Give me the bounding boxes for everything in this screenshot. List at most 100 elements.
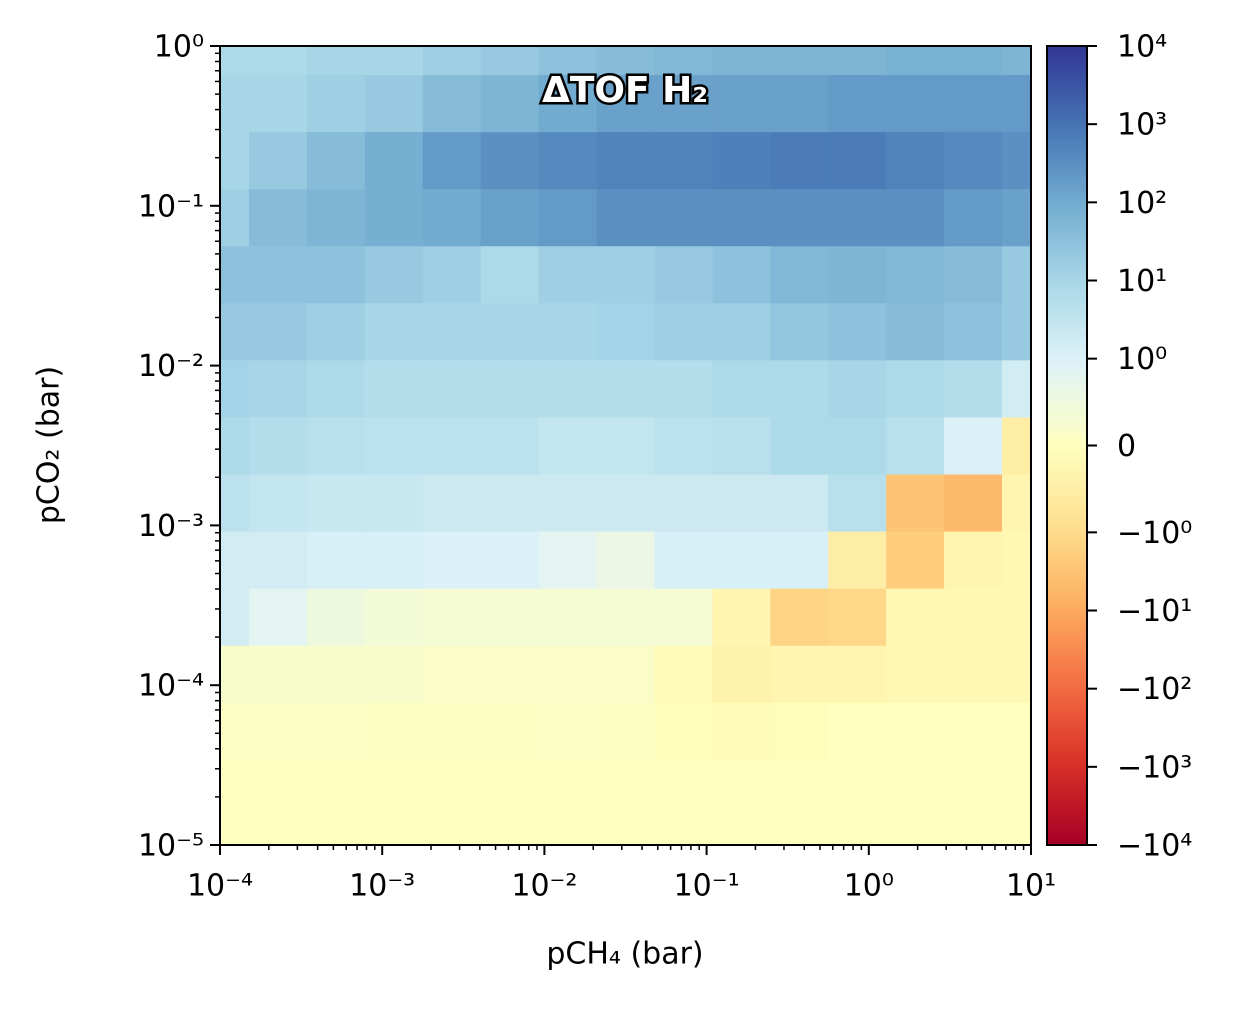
heatmap-cell <box>249 702 308 760</box>
colorbar-tick-label: −10³ <box>1117 750 1192 785</box>
colorbar: 10⁴ 10³ 10² 10¹ 10⁰ 0 −10⁰ −10¹ −10² −10³ −10⁴ <box>1046 30 1192 864</box>
heatmap-cell <box>886 302 945 361</box>
heatmap-cell <box>770 645 829 703</box>
heatmap-cell <box>886 245 945 304</box>
heatmap-cell <box>538 359 598 418</box>
y-tick-label: 10⁰ <box>154 30 204 65</box>
colorbar-segment <box>1047 353 1087 359</box>
heatmap-cell <box>480 46 540 76</box>
heatmap-cell <box>538 46 598 76</box>
colorbar-segment <box>1047 457 1087 463</box>
heatmap-cell <box>422 816 482 846</box>
colorbar-segment <box>1047 657 1087 662</box>
heatmap-cell <box>249 474 308 532</box>
colorbar-segment <box>1047 213 1087 219</box>
colorbar-segment <box>1047 285 1087 291</box>
colorbar-segment <box>1047 389 1087 395</box>
colorbar-segment <box>1047 837 1087 842</box>
heatmap-cell <box>596 816 655 846</box>
colorbar-segment <box>1047 673 1087 678</box>
heatmap-cell <box>770 759 829 817</box>
colorbar-segment <box>1047 349 1087 355</box>
colorbar-segment <box>1047 661 1087 666</box>
colorbar-segment <box>1047 553 1087 558</box>
heatmap-cell <box>654 816 713 846</box>
heatmap-cell <box>364 531 424 589</box>
heatmap-cell <box>654 74 713 133</box>
colorbar-segment <box>1047 229 1087 235</box>
heatmap-cell <box>480 131 540 190</box>
heatmap-cell <box>828 74 887 133</box>
colorbar-segment <box>1047 633 1087 638</box>
colorbar-segment <box>1047 69 1087 75</box>
heatmap-cell <box>480 188 540 247</box>
colorbar-segment <box>1047 653 1087 658</box>
heatmap-cell <box>944 131 1003 190</box>
colorbar-segment <box>1047 801 1087 806</box>
colorbar-segment <box>1047 561 1087 566</box>
heatmap-cell <box>828 474 887 532</box>
colorbar-segment <box>1047 381 1087 387</box>
colorbar-segment <box>1047 141 1087 147</box>
heatmap-cell <box>828 302 887 361</box>
colorbar-segment <box>1047 821 1087 826</box>
heatmap-cell <box>886 359 945 418</box>
colorbar-segment <box>1047 153 1087 159</box>
x-tick-label: 10¹ <box>1006 869 1056 904</box>
colorbar-segment <box>1047 237 1087 243</box>
colorbar-segment <box>1047 217 1087 223</box>
colorbar-segment <box>1047 417 1087 423</box>
heatmap-cell <box>538 416 598 475</box>
heatmap-cell <box>712 816 771 846</box>
x-axis-label: pCH₄ (bar) <box>546 937 703 972</box>
colorbar-segment <box>1047 341 1087 347</box>
heatmap-cell <box>944 816 1003 846</box>
heatmap-cell <box>538 702 598 760</box>
colorbar-segment <box>1047 49 1087 55</box>
heatmap-cell <box>712 359 771 418</box>
colorbar-segment <box>1047 805 1087 810</box>
colorbar-segment <box>1047 189 1087 195</box>
heatmap-cell <box>886 816 945 846</box>
heatmap-cell <box>654 759 713 817</box>
heatmap-cell <box>1002 188 1032 247</box>
colorbar-segment <box>1047 613 1087 618</box>
heatmap-cell <box>770 245 829 304</box>
heatmap-cell <box>422 131 482 190</box>
colorbar-segment <box>1047 841 1087 846</box>
heatmap-cell <box>712 474 771 532</box>
heatmap-cell <box>422 46 482 76</box>
y-axis-label: pCO₂ (bar) <box>32 366 67 524</box>
colorbar-segment <box>1047 537 1087 542</box>
heatmap-cell <box>654 416 713 475</box>
colorbar-tick-label: −10⁴ <box>1117 829 1192 864</box>
colorbar-segment <box>1047 725 1087 730</box>
heatmap-cell <box>596 702 655 760</box>
heatmap-cell <box>422 702 482 760</box>
colorbar-tick-label: −10⁰ <box>1117 516 1192 551</box>
heatmap-cell <box>770 588 829 646</box>
heatmap-cell <box>422 359 482 418</box>
colorbar-segment <box>1047 413 1087 419</box>
colorbar-segment <box>1047 85 1087 91</box>
heatmap-cell <box>886 474 945 532</box>
heatmap-cell <box>249 245 308 304</box>
heatmap-cell <box>596 359 655 418</box>
heatmap-cell <box>538 531 598 589</box>
colorbar-segment <box>1047 305 1087 311</box>
colorbar-segment <box>1047 277 1087 283</box>
colorbar-segment <box>1047 465 1087 471</box>
heatmap-cell <box>654 588 713 646</box>
colorbar-segment <box>1047 445 1087 451</box>
colorbar-segment <box>1047 257 1087 263</box>
colorbar-segment <box>1047 297 1087 303</box>
colorbar-segment <box>1047 385 1087 391</box>
colorbar-tick-label: −10¹ <box>1117 594 1192 629</box>
colorbar-tick-label: 10² <box>1117 186 1167 221</box>
colorbar-segment <box>1047 313 1087 319</box>
heatmap-cell <box>249 759 308 817</box>
heatmap-cell <box>596 416 655 475</box>
heatmap-cell <box>886 702 945 760</box>
heatmap-cell <box>249 588 308 646</box>
colorbar-segment <box>1047 605 1087 610</box>
